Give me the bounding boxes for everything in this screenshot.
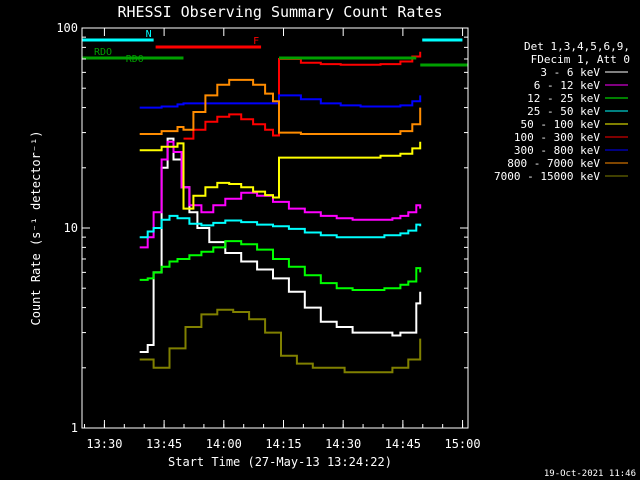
series-line-8	[139, 308, 422, 374]
legend-label-7: 800 - 7000 keV	[507, 157, 600, 170]
flag-label-0: N	[146, 29, 152, 40]
series-line-5	[183, 51, 422, 140]
flag-label-1: F	[253, 36, 259, 47]
legend-label-1: 6 - 12 keV	[534, 79, 601, 92]
x-axis-label: Start Time (27-May-13 13:24:22)	[168, 455, 392, 469]
flag-label-3: RDO	[126, 54, 144, 65]
legend-header-0: Det 1,3,4,5,6,9,	[524, 40, 630, 53]
series-line-6	[139, 94, 422, 109]
legend-label-2: 12 - 25 keV	[527, 92, 600, 105]
x-tick-label-1: 13:45	[146, 437, 182, 451]
legend-header-1: FDecim 1, Att 0	[531, 53, 630, 66]
series-line-4	[139, 141, 422, 210]
y-tick-label-2: 100	[56, 21, 78, 35]
series-line-2	[139, 240, 422, 291]
x-tick-label-4: 14:30	[325, 437, 361, 451]
series-line-7	[139, 78, 422, 135]
legend-label-3: 25 - 50 keV	[527, 105, 600, 118]
timestamp: 19-Oct-2021 11:46	[544, 469, 636, 479]
legend-label-6: 300 - 800 keV	[514, 144, 600, 157]
flag-label-2: RDO	[94, 47, 112, 58]
y-axis-label: Count Rate (s⁻¹ detector⁻¹)	[29, 130, 43, 325]
y-tick-label-1: 10	[64, 221, 78, 235]
plot-frame	[81, 27, 469, 429]
x-tick-label-5: 14:45	[385, 437, 421, 451]
y-tick-label-0: 1	[71, 421, 78, 435]
legend-label-8: 7000 - 15000 keV	[494, 170, 600, 183]
x-tick-label-0: 13:30	[86, 437, 122, 451]
legend-label-5: 100 - 300 keV	[514, 131, 600, 144]
axis-ticks: 13:30 13:45 14:00 14:15 14:30 14:45 15:00 1 10 10…	[56, 21, 480, 451]
legend: Det 1,3,4,5,6,9,FDecim 1, Att 03 - 6 keV…	[494, 40, 630, 183]
series-layer	[139, 51, 422, 374]
chart-title: RHESSI Observing Summary Count Rates	[117, 3, 442, 21]
flag-bars: N F RDO RDO	[82, 29, 468, 67]
series-line-1	[139, 140, 422, 249]
x-tick-label-2: 14:00	[206, 437, 242, 451]
legend-label-4: 50 - 100 keV	[521, 118, 601, 131]
x-tick-label-3: 14:15	[265, 437, 301, 451]
series-line-3	[139, 214, 422, 239]
x-tick-label-6: 15:00	[444, 437, 480, 451]
legend-label-0: 3 - 6 keV	[540, 66, 600, 79]
